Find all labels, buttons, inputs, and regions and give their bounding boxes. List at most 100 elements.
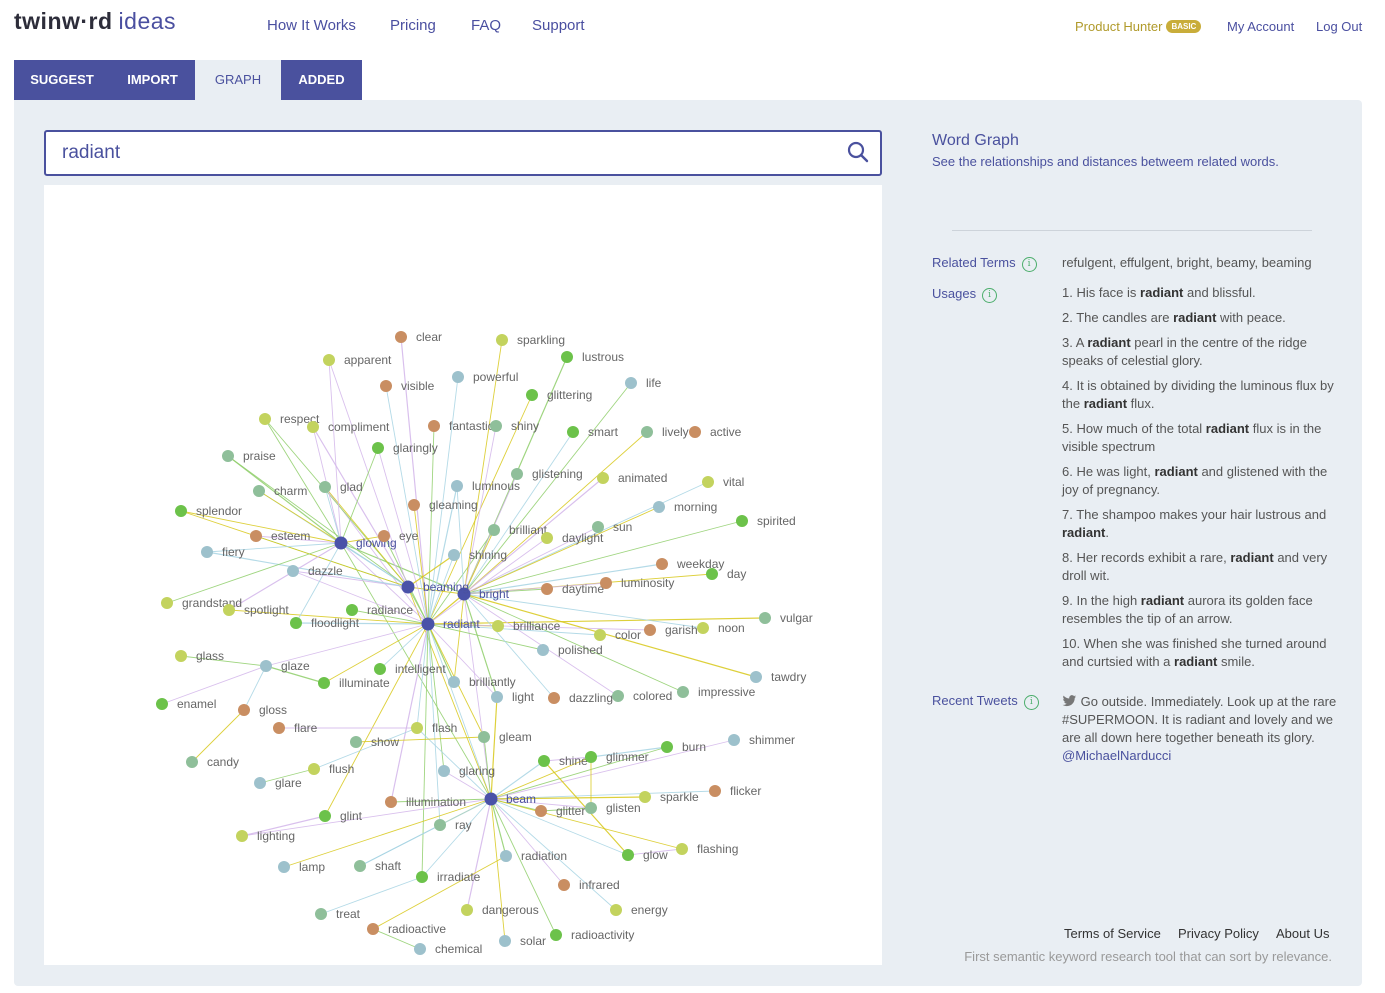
graph-node-sun[interactable]: sun bbox=[592, 520, 632, 534]
log-out-link[interactable]: Log Out bbox=[1316, 19, 1363, 34]
graph-node-animated[interactable]: animated bbox=[597, 471, 667, 485]
graph-node-dot[interactable] bbox=[448, 549, 460, 561]
graph-node-label[interactable]: lamp bbox=[299, 860, 325, 874]
graph-node-label[interactable]: bright bbox=[479, 587, 510, 601]
graph-node-dot[interactable] bbox=[585, 802, 597, 814]
graph-node-label[interactable]: active bbox=[710, 425, 742, 439]
graph-node-label[interactable]: intelligent bbox=[395, 662, 446, 676]
graph-node-flash[interactable]: flash bbox=[411, 721, 457, 735]
graph-node-dot[interactable] bbox=[541, 583, 553, 595]
graph-node-dot[interactable] bbox=[250, 530, 262, 542]
graph-node-brilliance[interactable]: brilliance bbox=[492, 619, 561, 633]
graph-node-dot[interactable] bbox=[367, 923, 379, 935]
graph-node-label[interactable]: esteem bbox=[271, 529, 310, 543]
graph-node-fiery[interactable]: fiery bbox=[201, 545, 245, 559]
graph-node-glint[interactable]: glint bbox=[319, 809, 363, 823]
graph-node-dot[interactable] bbox=[478, 731, 490, 743]
graph-node-label[interactable]: glisten bbox=[606, 801, 641, 815]
graph-node-dot[interactable] bbox=[538, 755, 550, 767]
graph-node-dot[interactable] bbox=[318, 677, 330, 689]
graph-node-dot[interactable] bbox=[186, 756, 198, 768]
graph-node-label[interactable]: praise bbox=[243, 449, 276, 463]
graph-node-lively[interactable]: lively bbox=[641, 425, 689, 439]
graph-node-tawdry[interactable]: tawdry bbox=[750, 670, 806, 684]
graph-node-label[interactable]: smart bbox=[588, 425, 619, 439]
graph-node-label[interactable]: flush bbox=[329, 762, 354, 776]
graph-node-label[interactable]: garish bbox=[665, 623, 698, 637]
graph-node-dot[interactable] bbox=[253, 485, 265, 497]
graph-node-luminous[interactable]: luminous bbox=[451, 479, 520, 493]
graph-node-day[interactable]: day bbox=[706, 567, 746, 581]
graph-node-bright[interactable]: bright bbox=[457, 587, 510, 601]
graph-node-label[interactable]: brilliance bbox=[513, 619, 561, 633]
graph-node-label[interactable]: vital bbox=[723, 475, 744, 489]
graph-node-label[interactable]: impressive bbox=[698, 685, 756, 699]
graph-node-eye[interactable]: eye bbox=[378, 529, 419, 543]
graph-node-dot[interactable] bbox=[334, 536, 348, 550]
graph-node-label[interactable]: brilliant bbox=[509, 523, 548, 537]
graph-node-label[interactable]: shimmer bbox=[749, 733, 795, 747]
graph-node-label[interactable]: gleaming bbox=[429, 498, 478, 512]
graph-node-label[interactable]: charm bbox=[274, 484, 307, 498]
graph-node-dot[interactable] bbox=[612, 690, 624, 702]
graph-node-irradiate[interactable]: irradiate bbox=[416, 870, 481, 884]
graph-node-dot[interactable] bbox=[561, 351, 573, 363]
my-account-link[interactable]: My Account bbox=[1227, 19, 1295, 34]
graph-node-colored[interactable]: colored bbox=[612, 689, 672, 703]
graph-node-dot[interactable] bbox=[750, 671, 762, 683]
graph-node-glittering[interactable]: glittering bbox=[526, 388, 592, 402]
graph-node-label[interactable]: glimmer bbox=[606, 750, 649, 764]
graph-node-dot[interactable] bbox=[702, 476, 714, 488]
graph-node-label[interactable]: energy bbox=[631, 903, 668, 917]
graph-node-label[interactable]: noon bbox=[718, 621, 745, 635]
tab-added[interactable]: ADDED bbox=[281, 60, 362, 100]
graph-node-label[interactable]: shiny bbox=[511, 419, 539, 433]
graph-node-spotlight[interactable]: spotlight bbox=[223, 603, 289, 617]
graph-node-label[interactable]: floodlight bbox=[311, 616, 360, 630]
graph-node-sparkle[interactable]: sparkle bbox=[639, 790, 699, 804]
graph-node-label[interactable]: animated bbox=[618, 471, 667, 485]
graph-node-chemical[interactable]: chemical bbox=[414, 942, 482, 956]
graph-node-glisten[interactable]: glisten bbox=[585, 801, 641, 815]
graph-node-flare[interactable]: flare bbox=[273, 721, 318, 735]
graph-node-dot[interactable] bbox=[461, 904, 473, 916]
graph-node-label[interactable]: vulgar bbox=[780, 611, 813, 625]
graph-node-label[interactable]: visible bbox=[401, 379, 435, 393]
graph-node-label[interactable]: compliment bbox=[328, 420, 390, 434]
graph-node-candy[interactable]: candy bbox=[186, 755, 239, 769]
graph-node-label[interactable]: morning bbox=[674, 500, 717, 514]
graph-node-label[interactable]: gleam bbox=[499, 730, 532, 744]
graph-node-label[interactable]: glad bbox=[340, 480, 363, 494]
graph-node-label[interactable]: glowing bbox=[356, 536, 397, 550]
graph-node-dot[interactable] bbox=[541, 532, 553, 544]
graph-node-label[interactable]: sun bbox=[613, 520, 632, 534]
graph-node-flicker[interactable]: flicker bbox=[709, 784, 761, 798]
graph-node-glistening[interactable]: glistening bbox=[511, 467, 583, 481]
info-icon[interactable]: i bbox=[1021, 257, 1037, 272]
graph-node-beaming[interactable]: beaming bbox=[401, 580, 470, 594]
graph-node-dot[interactable] bbox=[416, 871, 428, 883]
graph-node-brilliant[interactable]: brilliant bbox=[488, 523, 548, 537]
graph-node-shaft[interactable]: shaft bbox=[354, 859, 402, 873]
graph-node-daylight[interactable]: daylight bbox=[541, 531, 604, 545]
graph-node-label[interactable]: fiery bbox=[222, 545, 245, 559]
graph-node-label[interactable]: candy bbox=[207, 755, 239, 769]
graph-node-label[interactable]: flare bbox=[294, 721, 318, 735]
graph-node-illuminate[interactable]: illuminate bbox=[318, 676, 390, 690]
graph-node-dot[interactable] bbox=[641, 426, 653, 438]
graph-node-praise[interactable]: praise bbox=[222, 449, 276, 463]
graph-node-label[interactable]: beaming bbox=[423, 580, 469, 594]
graph-node-visible[interactable]: visible bbox=[380, 379, 435, 393]
graph-node-dot[interactable] bbox=[201, 546, 213, 558]
graph-node-dot[interactable] bbox=[254, 777, 266, 789]
word-graph-canvas[interactable]: radiant bright beaming glowing beam clear spar… bbox=[44, 185, 882, 965]
graph-node-brilliantly[interactable]: brilliantly bbox=[448, 675, 516, 689]
graph-node-flush[interactable]: flush bbox=[308, 762, 354, 776]
graph-node-label[interactable]: shine bbox=[559, 754, 588, 768]
word-graph[interactable]: radiant bright beaming glowing beam clear spar… bbox=[44, 185, 882, 965]
graph-node-label[interactable]: infrared bbox=[579, 878, 620, 892]
graph-node-glaringly[interactable]: glaringly bbox=[372, 441, 438, 455]
graph-node-dot[interactable] bbox=[597, 472, 609, 484]
graph-node-label[interactable]: brilliantly bbox=[469, 675, 516, 689]
graph-node-dangerous[interactable]: dangerous bbox=[461, 903, 539, 917]
